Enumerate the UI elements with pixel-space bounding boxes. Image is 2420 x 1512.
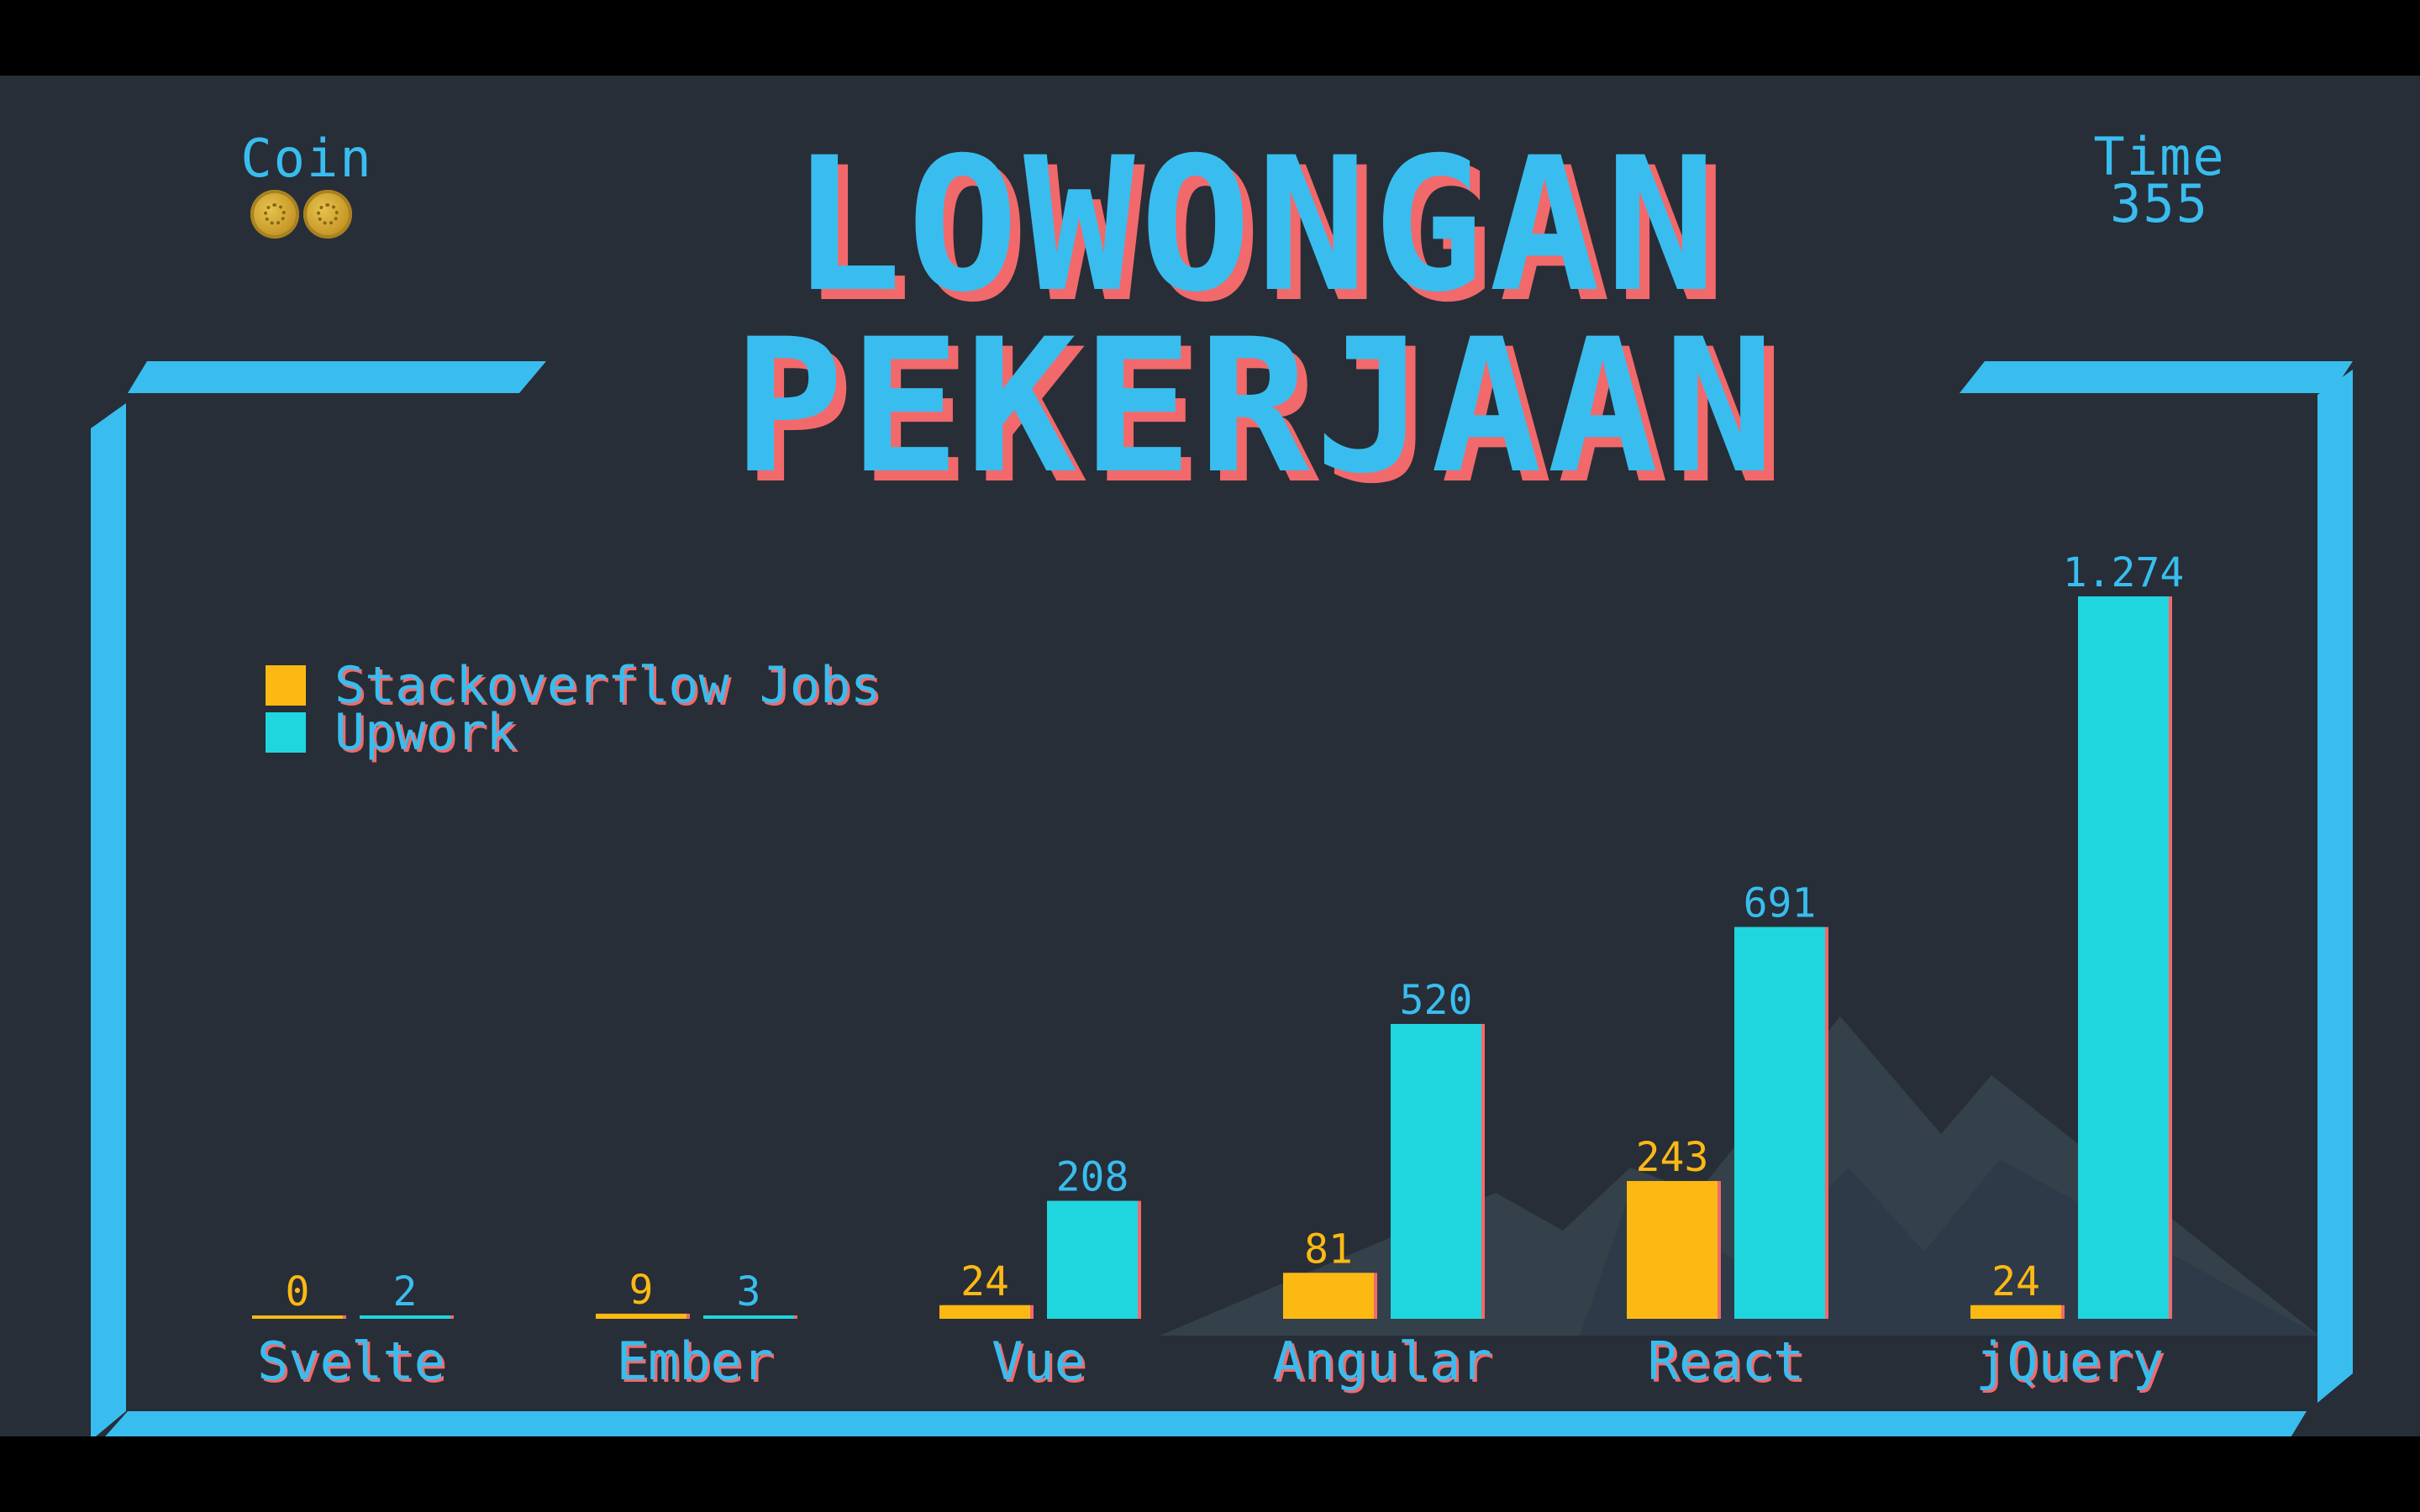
bar-stackoverflow-vue: [939, 1305, 1030, 1319]
screen-frame: [91, 361, 2353, 1436]
value-label-stackoverflow-angular: 81: [1304, 1226, 1353, 1273]
legend-label-stackoverflow: Stackoverflow Jobs: [334, 656, 881, 715]
value-label-upwork-vue: 208: [1056, 1154, 1129, 1201]
category-label-shadow: jQuery: [1978, 1333, 2166, 1394]
title-line-1: LOWONGAN: [791, 118, 1722, 333]
coin-label: Coin: [240, 128, 373, 189]
time-label: Time: [2093, 126, 2226, 187]
category-label-vue: Vue: [992, 1331, 1086, 1392]
category-label-ember: Ember: [617, 1331, 774, 1392]
value-label-upwork-react: 691: [1744, 880, 1817, 927]
frame-edge: [1960, 361, 2353, 393]
frame-edge: [2317, 370, 2353, 1403]
bar-stackoverflow-jquery: [1970, 1305, 2061, 1319]
bar-upwork-ember: [703, 1315, 794, 1319]
bar-upwork-vue: [1047, 1200, 1138, 1319]
category-label-shadow: Vue: [994, 1333, 1088, 1394]
title-line-2: PEKERJAAN: [732, 299, 1781, 514]
bar-stackoverflow-react: [1627, 1180, 1718, 1319]
category-label-react: React: [1648, 1331, 1805, 1392]
category-label-angular: Angular: [1272, 1331, 1491, 1392]
category-label-shadow: Svelte: [260, 1333, 448, 1394]
game-screen: 0 2 9 3 24 208 81 520 243 691 24 1.274 Svelte Svelte…: [0, 76, 2420, 1436]
legend-swatch-upwork: [266, 712, 306, 753]
category-label-shadow: Angular: [1275, 1333, 1494, 1394]
frame-edge: [128, 361, 546, 393]
bar-series: [252, 596, 2172, 1319]
value-label-upwork-ember: 3: [737, 1268, 761, 1315]
category-label-shadow: React: [1650, 1333, 1807, 1394]
bar-stackoverflow-svelte: [252, 1315, 343, 1319]
coin-icon: [250, 190, 299, 239]
chart-title: LOWONGAN PEKERJAAN: [697, 118, 1815, 514]
bar-upwork-svelte: [360, 1315, 450, 1319]
coin-icon: [303, 190, 352, 239]
frame-edge: [105, 1411, 2307, 1436]
bar-stackoverflow-angular: [1283, 1273, 1374, 1319]
value-label-upwork-svelte: 2: [393, 1268, 418, 1315]
legend-item-stackoverflow: Stackoverflow Jobs: [266, 660, 881, 711]
legend-swatch-stackoverflow: [266, 665, 306, 706]
time-value: 355: [2110, 173, 2209, 234]
category-label-shadow: Ember: [619, 1333, 776, 1394]
legend-label-upwork: Upwork: [334, 703, 517, 762]
category-label-jquery: jQuery: [1975, 1331, 2164, 1392]
value-label-stackoverflow-ember: 9: [629, 1267, 654, 1314]
category-label-svelte: Svelte: [257, 1331, 445, 1392]
bar-stackoverflow-ember: [596, 1313, 687, 1319]
legend-item-upwork: Upwork: [266, 707, 517, 758]
frame-edge: [91, 403, 126, 1436]
value-label-upwork-angular: 520: [1400, 977, 1473, 1024]
value-label-stackoverflow-jquery: 24: [1991, 1258, 2040, 1305]
bar-upwork-angular: [1391, 1023, 1481, 1319]
value-label-stackoverflow-react: 243: [1636, 1134, 1709, 1181]
value-labels: 0 2 9 3 24 208 81 520 243 691 24 1.274: [286, 549, 2185, 1315]
bar-upwork-react: [1734, 927, 1825, 1319]
value-label-stackoverflow-vue: 24: [960, 1258, 1009, 1305]
bar-upwork-jquery: [2078, 596, 2169, 1319]
value-label-stackoverflow-svelte: 0: [286, 1268, 310, 1315]
value-label-upwork-jquery: 1.274: [2063, 549, 2185, 596]
